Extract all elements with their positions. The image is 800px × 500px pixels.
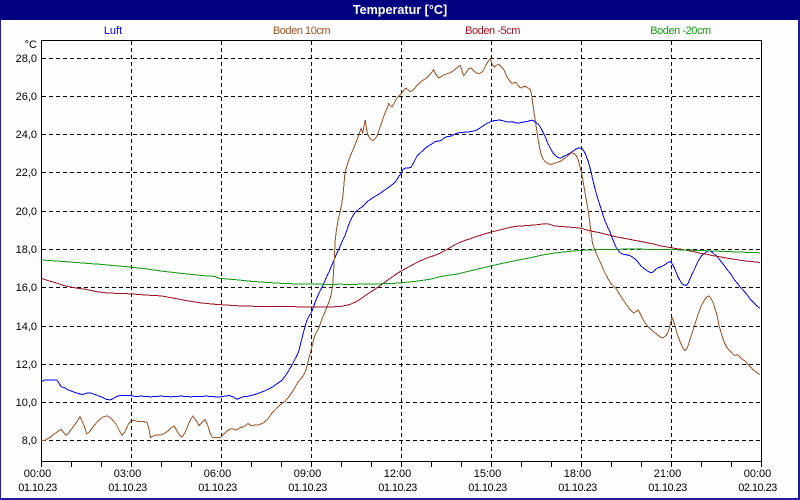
svg-text:Boden -20cm: Boden -20cm: [650, 25, 711, 37]
svg-text:16,0: 16,0: [16, 282, 37, 294]
svg-text:Boden -5cm: Boden -5cm: [465, 25, 520, 37]
svg-text:Boden 10cm: Boden 10cm: [273, 25, 331, 37]
svg-text:01.10.23: 01.10.23: [378, 482, 417, 494]
svg-text:°C: °C: [25, 39, 37, 51]
svg-text:14,0: 14,0: [16, 321, 37, 333]
svg-text:09:00: 09:00: [294, 468, 322, 480]
svg-text:00:00: 00:00: [744, 468, 772, 480]
svg-text:00:00: 00:00: [24, 468, 52, 480]
svg-text:01.10.23: 01.10.23: [198, 482, 237, 494]
svg-text:21:00: 21:00: [654, 468, 682, 480]
svg-text:18:00: 18:00: [564, 468, 592, 480]
svg-text:12,0: 12,0: [16, 359, 37, 371]
svg-text:03:00: 03:00: [114, 468, 142, 480]
svg-text:8,0: 8,0: [22, 435, 37, 447]
svg-text:01.10.23: 01.10.23: [648, 482, 687, 494]
svg-text:06:00: 06:00: [204, 468, 232, 480]
svg-text:02.10.23: 02.10.23: [738, 482, 777, 494]
svg-text:01.10.23: 01.10.23: [108, 482, 147, 494]
svg-text:12:00: 12:00: [384, 468, 412, 480]
svg-text:01.10.23: 01.10.23: [18, 482, 57, 494]
svg-text:01.10.23: 01.10.23: [288, 482, 327, 494]
svg-text:01.10.23: 01.10.23: [558, 482, 597, 494]
svg-text:20,0: 20,0: [16, 206, 37, 218]
svg-text:24,0: 24,0: [16, 129, 37, 141]
svg-text:28,0: 28,0: [16, 53, 37, 65]
svg-text:26,0: 26,0: [16, 91, 37, 103]
svg-text:Temperatur [°C]: Temperatur [°C]: [353, 3, 447, 17]
svg-text:18,0: 18,0: [16, 244, 37, 256]
svg-text:01.10.23: 01.10.23: [468, 482, 507, 494]
svg-text:10,0: 10,0: [16, 397, 37, 409]
svg-text:22,0: 22,0: [16, 167, 37, 179]
svg-text:15:00: 15:00: [474, 468, 502, 480]
svg-text:Luft: Luft: [104, 25, 122, 37]
